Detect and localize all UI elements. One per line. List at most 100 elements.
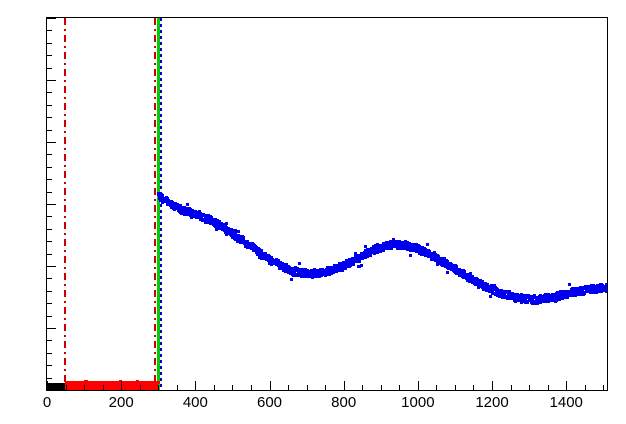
data-point (447, 267, 451, 271)
data-point (570, 293, 574, 297)
data-point (84, 379, 88, 383)
xtick-major-1200 (492, 381, 494, 390)
data-point (446, 259, 450, 263)
data-point (332, 264, 336, 268)
data-point (77, 381, 81, 385)
data-point (299, 275, 303, 279)
data-point-outlier (290, 277, 294, 281)
data-point (348, 262, 352, 266)
data-point (282, 265, 286, 269)
data-point (389, 246, 393, 250)
data-point (296, 268, 300, 272)
data-point-outlier (426, 242, 430, 246)
data-point (286, 267, 290, 271)
data-point (548, 298, 552, 302)
xtick-label-1200: 1200 (475, 394, 509, 411)
data-point-outlier (520, 292, 524, 296)
data-point (423, 248, 427, 252)
data-point (435, 253, 439, 257)
ytick-minor-4600 (47, 104, 52, 106)
data-point (385, 241, 389, 245)
data-point (401, 243, 405, 247)
xtick-major-1000 (417, 381, 419, 390)
data-point-outlier (311, 272, 315, 276)
ytick-minor-4800 (47, 92, 52, 94)
data-point (220, 228, 224, 232)
data-point (232, 229, 236, 233)
ytick-minor-3400 (47, 179, 52, 181)
data-point (192, 214, 196, 218)
data-point (325, 268, 329, 272)
xtick-label-600: 600 (257, 394, 283, 411)
data-point (338, 268, 342, 272)
data-point (497, 291, 501, 295)
data-point (231, 235, 235, 239)
data-point (335, 264, 339, 268)
ytick-minor-1800 (47, 278, 52, 280)
data-point (369, 253, 373, 257)
data-point (439, 260, 443, 264)
xtick-minor-1100 (454, 385, 456, 390)
data-point (522, 294, 526, 298)
data-point (583, 290, 587, 294)
data-point (344, 262, 348, 266)
data-point (169, 200, 173, 204)
data-point (411, 248, 415, 252)
data-point (262, 256, 266, 260)
data-point (64, 381, 68, 385)
data-point (442, 256, 446, 260)
data-point (395, 244, 399, 248)
ytick-major-4000 (47, 142, 56, 143)
ytick-minor-200 (47, 377, 52, 379)
data-point (415, 246, 419, 250)
data-point (190, 215, 194, 219)
data-point (381, 248, 385, 252)
data-point (592, 284, 596, 288)
xtick-major-200 (121, 381, 123, 390)
data-point (502, 290, 505, 294)
data-point-outlier (214, 228, 218, 232)
ytick-minor-2800 (47, 216, 52, 218)
data-point (561, 296, 565, 300)
data-point (194, 214, 198, 218)
data-point (183, 206, 187, 210)
data-point (404, 240, 408, 244)
data-point (605, 283, 607, 287)
ytick-minor-5400 (47, 55, 52, 57)
data-point (560, 290, 564, 294)
data-point (143, 380, 147, 384)
data-point-outlier (297, 262, 301, 266)
data-point (381, 242, 385, 246)
data-point (520, 300, 524, 304)
ytick-minor-400 (47, 365, 52, 367)
data-point-outlier (567, 282, 571, 286)
data-point (178, 204, 182, 208)
data-point (565, 296, 569, 300)
data-point (321, 267, 325, 271)
xtick-minor-850 (362, 385, 364, 390)
data-point (545, 297, 549, 301)
xtick-label-400: 400 (182, 394, 208, 411)
data-point (246, 239, 250, 243)
xtick-minor-1050 (436, 385, 438, 390)
data-point (199, 218, 203, 222)
data-point (593, 285, 597, 289)
data-point (134, 382, 138, 386)
data-point (408, 243, 412, 247)
data-point (605, 289, 607, 293)
data-point (532, 300, 536, 304)
xtick-minor-450 (213, 385, 215, 390)
data-point (525, 301, 529, 305)
data-point (268, 254, 272, 258)
data-point-outlier (363, 244, 367, 248)
data-point (270, 262, 273, 266)
data-point (538, 298, 542, 302)
data-point (243, 242, 247, 246)
data-point-outlier (488, 294, 492, 298)
data-point (264, 251, 268, 255)
ytick-major-5000 (47, 80, 56, 81)
data-point (564, 290, 568, 294)
ytick-minor-1600 (47, 290, 52, 292)
data-point (242, 236, 246, 240)
data-point (470, 280, 474, 284)
